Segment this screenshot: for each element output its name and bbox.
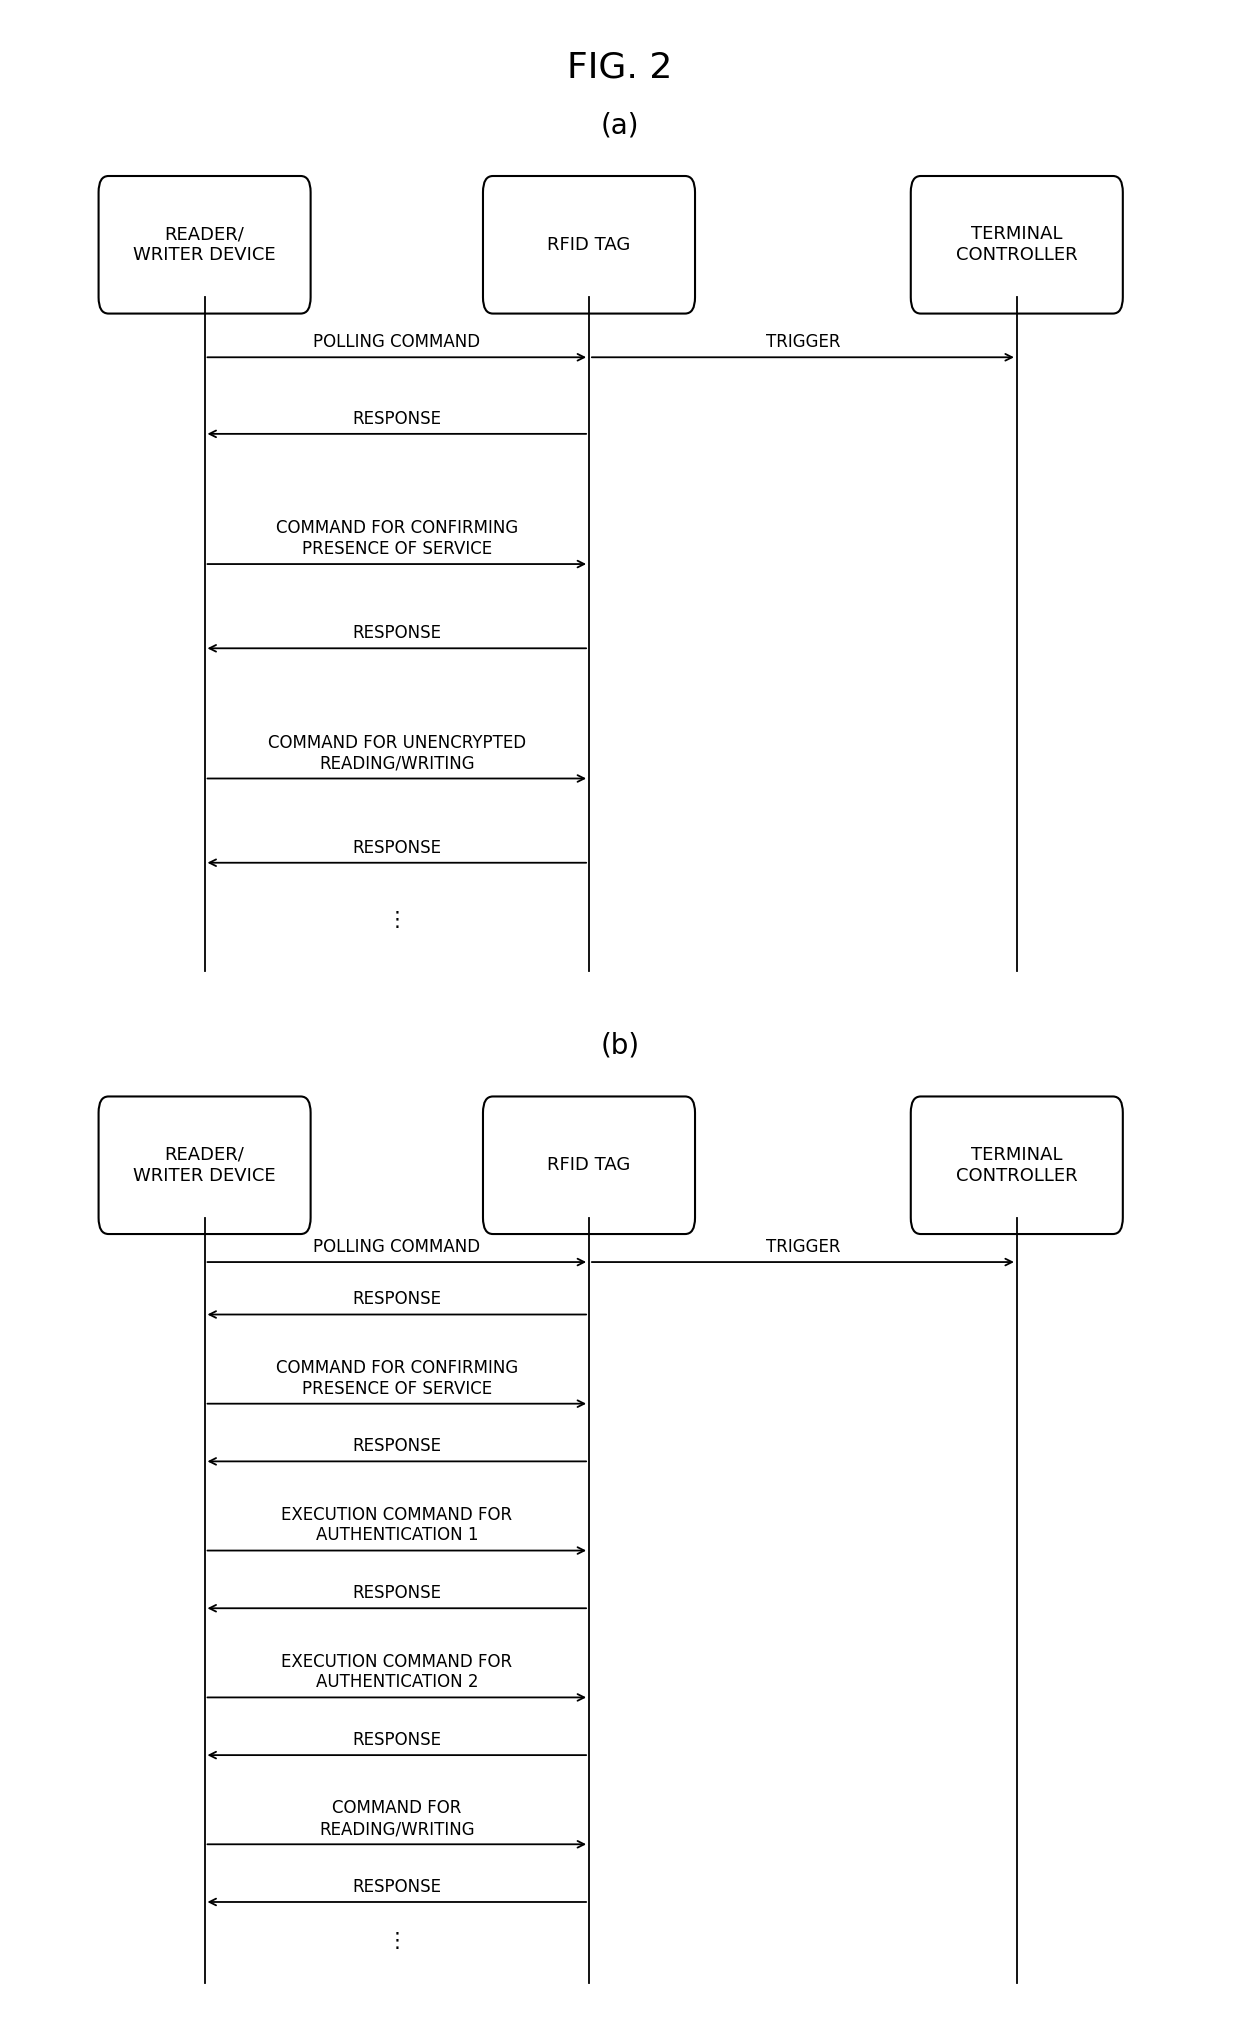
Text: (a): (a) bbox=[600, 111, 640, 140]
Text: ⋮: ⋮ bbox=[387, 1932, 407, 1952]
Text: RESPONSE: RESPONSE bbox=[352, 1436, 441, 1455]
Text: POLLING COMMAND: POLLING COMMAND bbox=[314, 1238, 480, 1256]
Text: RFID TAG: RFID TAG bbox=[547, 1157, 631, 1173]
Text: TERMINAL
CONTROLLER: TERMINAL CONTROLLER bbox=[956, 225, 1078, 265]
Text: TERMINAL
CONTROLLER: TERMINAL CONTROLLER bbox=[956, 1145, 1078, 1185]
Text: TRIGGER: TRIGGER bbox=[765, 1238, 841, 1256]
Text: COMMAND FOR CONFIRMING
PRESENCE OF SERVICE: COMMAND FOR CONFIRMING PRESENCE OF SERVI… bbox=[275, 1359, 518, 1398]
Text: RFID TAG: RFID TAG bbox=[547, 237, 631, 253]
FancyBboxPatch shape bbox=[482, 1096, 694, 1234]
Text: COMMAND FOR
READING/WRITING: COMMAND FOR READING/WRITING bbox=[319, 1798, 475, 1839]
Text: ⋮: ⋮ bbox=[387, 910, 407, 931]
Text: EXECUTION COMMAND FOR
AUTHENTICATION 2: EXECUTION COMMAND FOR AUTHENTICATION 2 bbox=[281, 1653, 512, 1691]
FancyBboxPatch shape bbox=[99, 1096, 310, 1234]
FancyBboxPatch shape bbox=[482, 176, 694, 314]
Text: EXECUTION COMMAND FOR
AUTHENTICATION 1: EXECUTION COMMAND FOR AUTHENTICATION 1 bbox=[281, 1505, 512, 1544]
Text: RESPONSE: RESPONSE bbox=[352, 1291, 441, 1309]
FancyBboxPatch shape bbox=[99, 176, 310, 314]
Text: RESPONSE: RESPONSE bbox=[352, 1732, 441, 1750]
Text: READER/
WRITER DEVICE: READER/ WRITER DEVICE bbox=[133, 225, 277, 265]
FancyBboxPatch shape bbox=[910, 1096, 1123, 1234]
Text: POLLING COMMAND: POLLING COMMAND bbox=[314, 334, 480, 352]
Text: RESPONSE: RESPONSE bbox=[352, 1584, 441, 1602]
Text: FIG. 2: FIG. 2 bbox=[568, 51, 672, 85]
Text: (b): (b) bbox=[600, 1032, 640, 1060]
Text: RESPONSE: RESPONSE bbox=[352, 625, 441, 641]
Text: COMMAND FOR CONFIRMING
PRESENCE OF SERVICE: COMMAND FOR CONFIRMING PRESENCE OF SERVI… bbox=[275, 520, 518, 558]
Text: TRIGGER: TRIGGER bbox=[765, 334, 841, 352]
Text: RESPONSE: RESPONSE bbox=[352, 411, 441, 427]
Text: RESPONSE: RESPONSE bbox=[352, 1877, 441, 1896]
FancyBboxPatch shape bbox=[910, 176, 1123, 314]
Text: COMMAND FOR UNENCRYPTED
READING/WRITING: COMMAND FOR UNENCRYPTED READING/WRITING bbox=[268, 734, 526, 773]
Text: READER/
WRITER DEVICE: READER/ WRITER DEVICE bbox=[133, 1145, 277, 1185]
Text: RESPONSE: RESPONSE bbox=[352, 840, 441, 856]
